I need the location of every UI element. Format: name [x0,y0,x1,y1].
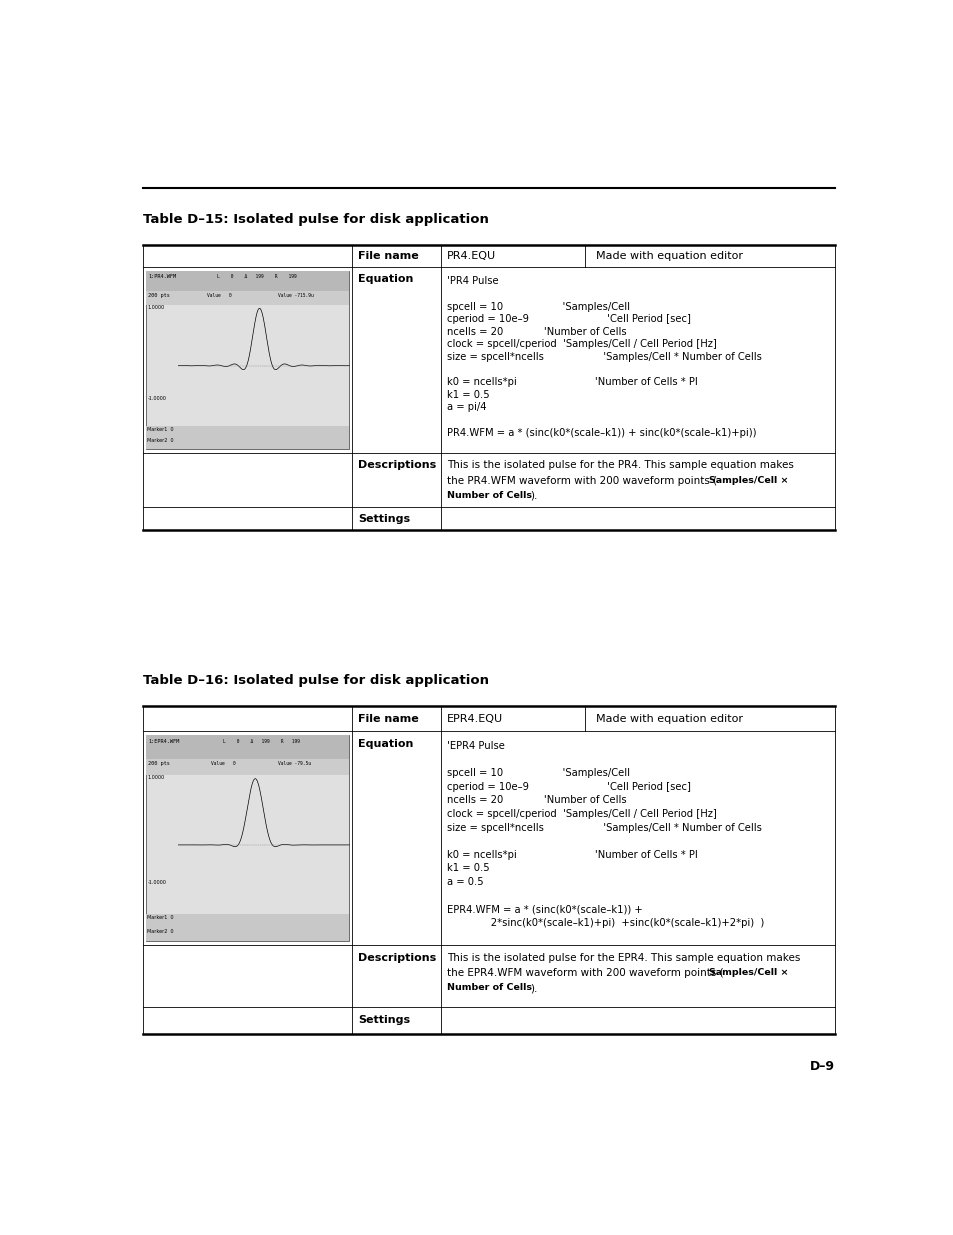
Bar [146,758,349,776]
Text: -1.0000: -1.0000 [147,879,166,884]
Text: Descriptions: Descriptions [357,952,436,962]
Text: This is the isolated pulse for the PR4. This sample equation makes: This is the isolated pulse for the PR4. … [446,461,793,471]
Text: 'PR4 Pulse: 'PR4 Pulse [446,277,497,287]
Text: File name: File name [357,251,418,261]
Text: Marker2  0: Marker2 0 [147,438,173,443]
Bar [146,291,349,305]
Text: ncells = 20             'Number of Cells: ncells = 20 'Number of Cells [446,327,626,337]
Bar [146,270,349,448]
Text: Table D–15: Isolated pulse for disk application: Table D–15: Isolated pulse for disk appl… [143,214,488,226]
Text: -1.0000: -1.0000 [147,395,166,400]
Text: 200 pts: 200 pts [148,294,170,299]
Text: cperiod = 10e–9                         'Cell Period [sec]: cperiod = 10e–9 'Cell Period [sec] [446,314,690,324]
Text: Settings: Settings [357,1015,410,1025]
Bar [146,270,349,291]
Bar [146,735,349,941]
Text: Made with equation editor: Made with equation editor [596,714,742,724]
Text: Marker1  0: Marker1 0 [147,915,173,920]
Text: ).: ). [530,490,537,500]
Text: ).: ). [530,983,537,993]
Text: L    0    Δ   199    R    199: L 0 Δ 199 R 199 [216,274,296,279]
Text: k1 = 0.5: k1 = 0.5 [446,390,489,400]
Text: clock = spcell/cperiod  'Samples/Cell / Cell Period [Hz]: clock = spcell/cperiod 'Samples/Cell / C… [446,340,716,350]
Text: Samples/Cell ×: Samples/Cell × [708,968,788,977]
Text: 1.0000: 1.0000 [147,305,164,310]
Text: L    0    Δ   199    R   199: L 0 Δ 199 R 199 [223,739,300,743]
Text: 'EPR4 Pulse: 'EPR4 Pulse [446,741,504,751]
Text: size = spcell*ncells                   'Samples/Cell * Number of Cells: size = spcell*ncells 'Samples/Cell * Num… [446,823,760,832]
Bar [146,426,349,437]
Text: This is the isolated pulse for the EPR4. This sample equation makes: This is the isolated pulse for the EPR4.… [446,952,800,962]
Text: Value   0: Value 0 [207,294,232,299]
Bar [146,735,349,758]
Text: spcell = 10                   'Samples/Cell: spcell = 10 'Samples/Cell [446,301,629,311]
Text: Descriptions: Descriptions [357,461,436,471]
Text: Value -79.5u: Value -79.5u [277,761,311,767]
Text: the PR4.WFM waveform with 200 waveform points (: the PR4.WFM waveform with 200 waveform p… [446,475,716,485]
Text: a = pi/4: a = pi/4 [446,403,486,412]
Text: EPR4.WFM = a * (sinc(k0*(scale–k1)) +: EPR4.WFM = a * (sinc(k0*(scale–k1)) + [446,904,642,914]
Text: D–9: D–9 [809,1060,834,1072]
Text: Value -715.9u: Value -715.9u [277,294,314,299]
Bar [146,914,349,927]
Text: Value   0: Value 0 [211,761,235,767]
Text: Samples/Cell ×: Samples/Cell × [708,475,788,484]
Text: Equation: Equation [357,739,413,748]
Text: Number of Cells: Number of Cells [446,490,531,500]
Text: Settings: Settings [357,514,410,525]
Text: Table D–16: Isolated pulse for disk application: Table D–16: Isolated pulse for disk appl… [143,674,488,688]
Text: ncells = 20             'Number of Cells: ncells = 20 'Number of Cells [446,795,626,805]
Text: clock = spcell/cperiod  'Samples/Cell / Cell Period [Hz]: clock = spcell/cperiod 'Samples/Cell / C… [446,809,716,819]
Text: k0 = ncells*pi                         'Number of Cells * PI: k0 = ncells*pi 'Number of Cells * PI [446,377,697,387]
Text: the EPR4.WFM waveform with 200 waveform points (: the EPR4.WFM waveform with 200 waveform … [446,968,722,978]
Text: cperiod = 10e–9                         'Cell Period [sec]: cperiod = 10e–9 'Cell Period [sec] [446,782,690,792]
Text: 200 pts: 200 pts [148,761,170,767]
Text: 2*sinc(k0*(scale–k1)+pi)  +sinc(k0*(scale–k1)+2*pi)  ): 2*sinc(k0*(scale–k1)+pi) +sinc(k0*(scale… [446,918,763,927]
Text: size = spcell*ncells                   'Samples/Cell * Number of Cells: size = spcell*ncells 'Samples/Cell * Num… [446,352,760,362]
Text: 1.0000: 1.0000 [147,776,164,781]
Text: 1:EPR4.WFM: 1:EPR4.WFM [148,739,179,743]
Text: EPR4.EQU: EPR4.EQU [446,714,502,724]
Bar [146,927,349,941]
Text: PR4.EQU: PR4.EQU [446,251,496,261]
Text: k0 = ncells*pi                         'Number of Cells * PI: k0 = ncells*pi 'Number of Cells * PI [446,850,697,860]
Text: spcell = 10                   'Samples/Cell: spcell = 10 'Samples/Cell [446,768,629,778]
Text: a = 0.5: a = 0.5 [446,877,483,887]
Text: File name: File name [357,714,418,724]
Bar [146,437,349,448]
Text: Marker2  0: Marker2 0 [147,929,173,934]
Text: k1 = 0.5: k1 = 0.5 [446,863,489,873]
Text: Number of Cells: Number of Cells [446,983,531,992]
Text: 1:PR4.WFM: 1:PR4.WFM [148,274,176,279]
Text: PR4.WFM = a * (sinc(k0*(scale–k1)) + sinc(k0*(scale–k1)+pi)): PR4.WFM = a * (sinc(k0*(scale–k1)) + sin… [446,427,756,437]
Text: Equation: Equation [357,274,413,284]
Text: Made with equation editor: Made with equation editor [596,251,742,261]
Text: Marker1  0: Marker1 0 [147,427,173,432]
